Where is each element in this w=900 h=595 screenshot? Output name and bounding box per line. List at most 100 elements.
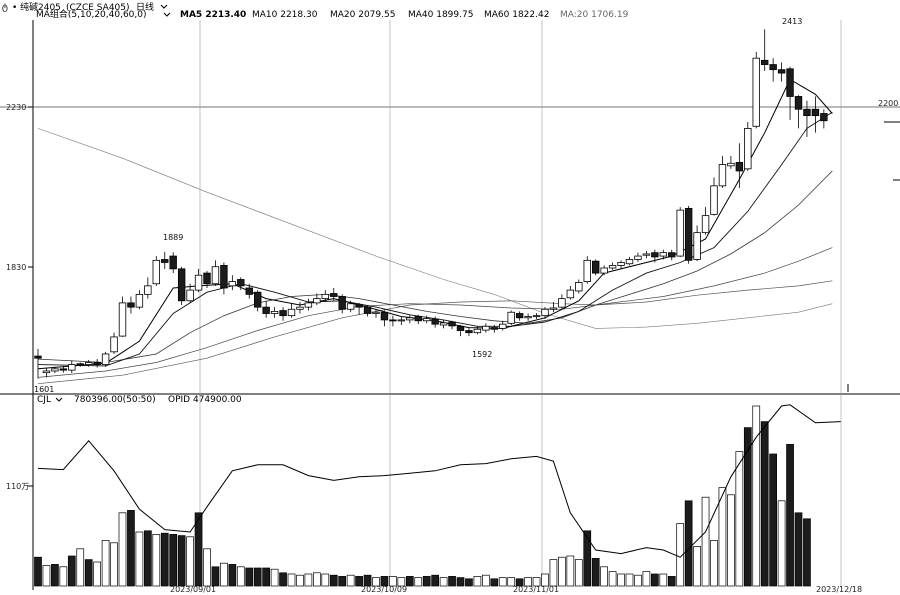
volume-bar [507, 577, 516, 587]
volume-bar [262, 567, 270, 587]
x-tick-label: 2023/10/09 [361, 585, 407, 594]
volume-bar [786, 444, 794, 587]
volume-bar [608, 571, 617, 587]
volume-bar [482, 574, 490, 587]
candle-body [85, 362, 93, 365]
chevron-down-icon[interactable] [163, 12, 171, 17]
candle-body [186, 289, 194, 302]
candle-body [676, 209, 684, 257]
volume-bar [152, 534, 161, 587]
candle-body [279, 310, 287, 317]
candle-body [558, 298, 566, 308]
candle-body [220, 265, 228, 289]
volume-bar [752, 405, 761, 587]
candle-body [422, 318, 431, 322]
volume-bar [245, 567, 254, 587]
low-annotation: 1592 [472, 350, 492, 359]
candle-body [296, 306, 304, 310]
volume-bar [84, 559, 93, 587]
candle-body [515, 313, 524, 319]
candle-body [634, 255, 642, 260]
volume-bar [338, 576, 347, 587]
volume-bar [667, 576, 676, 587]
ma-indicator-name[interactable]: MA组合(5,10,20,40,60,0) [36, 8, 147, 20]
right-price-label: 2200 [878, 99, 898, 108]
volume-bar [67, 555, 76, 587]
volume-bar [321, 573, 330, 587]
ma40-line [37, 247, 833, 378]
x-tick-label: 2023/12/18 [816, 585, 862, 594]
volume-bar [710, 540, 718, 587]
volume-bar [270, 568, 279, 587]
candle-body [439, 322, 448, 326]
volume-bar [803, 518, 811, 587]
candle-body [794, 96, 803, 110]
candle-body [659, 252, 667, 257]
y-tick-label: 1830 [6, 263, 26, 272]
volume-bar [304, 573, 313, 587]
candle-body [693, 232, 701, 260]
volume-bar [160, 532, 169, 587]
candle-body [490, 327, 498, 330]
chevron-down-icon[interactable] [160, 4, 168, 9]
candle-body [211, 266, 220, 285]
volume-bar [355, 576, 363, 587]
volume-indicator-name[interactable]: CJL [37, 395, 51, 405]
volume-bar [431, 574, 439, 587]
volume-bar [769, 453, 778, 587]
ma10-value: MA10 2218.30 [252, 10, 318, 20]
candle-body [177, 268, 186, 302]
candle-body [194, 274, 203, 291]
ma20-line [37, 170, 833, 363]
chevron-down-icon[interactable] [55, 397, 63, 402]
volume-bar [473, 576, 482, 587]
volume-bar [617, 573, 625, 587]
volume-bar [735, 451, 744, 587]
volume-bar [439, 577, 448, 587]
volume-bar [532, 577, 541, 587]
candle-body [253, 291, 262, 308]
volume-bar [397, 577, 406, 587]
candle-body [592, 260, 600, 274]
volume-bar [372, 577, 380, 587]
candle-body [363, 306, 372, 314]
candle-body [583, 259, 591, 283]
volume-bar [448, 576, 456, 587]
candle-body [744, 127, 752, 170]
high-annotation: 2413 [782, 17, 802, 26]
x-tick-label: 2023/09/01 [170, 585, 216, 594]
volume-bar [135, 531, 144, 587]
volume-bar [51, 564, 59, 587]
candle-body [144, 285, 152, 295]
period-selector[interactable]: 日线 [136, 1, 154, 13]
candle-body [93, 362, 101, 365]
candle-body [287, 308, 296, 317]
candle-body [608, 265, 617, 269]
candle-body [346, 303, 355, 310]
volume-bar [524, 577, 532, 587]
candle-body [161, 259, 169, 263]
volume-bar [794, 512, 803, 587]
volume-bar [59, 566, 68, 587]
candle-body [777, 69, 786, 74]
candle-body [270, 310, 279, 314]
candle-body [473, 328, 482, 334]
candle-body [228, 281, 237, 287]
candle-body [575, 282, 583, 292]
volume-bar [203, 548, 211, 587]
volume-bar [76, 548, 85, 587]
app-logo-glyph: ტ [2, 3, 8, 13]
volume-bar [42, 565, 51, 587]
ma40-value: MA40 1899.75 [408, 10, 473, 20]
volume-bar [363, 574, 372, 587]
volume-bars [34, 405, 811, 587]
candle-body [524, 316, 532, 319]
volume-bar [777, 500, 786, 587]
volume-bar [634, 574, 642, 587]
candle-body [152, 259, 160, 285]
x-tick-label: 2023/11/01 [513, 585, 559, 594]
candle-body [42, 370, 51, 374]
peak-annotation: 1889 [163, 233, 183, 242]
candle-body [414, 316, 422, 322]
